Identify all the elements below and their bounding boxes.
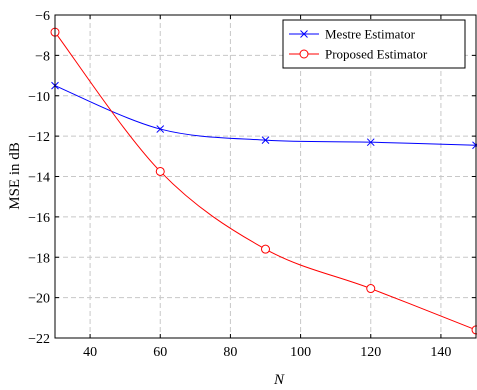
data-point — [366, 138, 375, 147]
series-1 — [51, 81, 477, 150]
legend-box — [282, 19, 466, 69]
legend: Mestre Estimator Proposed Estimator — [282, 19, 466, 69]
grid-lines — [55, 15, 476, 338]
series-2 — [50, 27, 477, 335]
legend-label: Mestre Estimator — [325, 27, 416, 42]
y-tick-label: −16 — [28, 211, 50, 226]
legend-entry: Mestre Estimator — [289, 27, 416, 42]
legend-entry: Proposed Estimator — [289, 47, 428, 62]
y-axis-label: MSE in dB — [7, 142, 23, 210]
y-tick-label: −18 — [28, 251, 50, 266]
axis-ticks: 40 60 80 100 120 140 −22 −20 −18 −16 −14 −12 −10 −8 −6 — [28, 9, 476, 360]
x-tick-label: 120 — [360, 345, 381, 360]
y-tick-label: −20 — [28, 292, 50, 307]
data-point — [156, 125, 165, 133]
legend-marker — [299, 49, 309, 59]
x-tick-label: 140 — [430, 345, 451, 360]
legend-marker-stroke — [300, 30, 308, 38]
data-point — [261, 136, 270, 145]
legend-label: Proposed Estimator — [325, 47, 428, 62]
y-tick-label: −6 — [35, 9, 50, 24]
data-point — [366, 284, 376, 294]
data-point-stroke — [156, 125, 165, 133]
legend-marker — [300, 30, 308, 38]
x-tick-label: 40 — [83, 345, 97, 360]
data-point-stroke — [261, 136, 270, 145]
data-point-stroke — [366, 138, 375, 147]
series-line — [54, 31, 477, 331]
y-tick-label: −8 — [35, 49, 50, 64]
series-layer — [50, 27, 477, 335]
y-tick-label: −10 — [28, 90, 50, 105]
x-axis-label: N — [273, 372, 285, 388]
data-point — [155, 166, 165, 176]
y-tick-label: −12 — [28, 130, 50, 145]
y-tick-label: −14 — [28, 171, 50, 186]
x-tick-label: 80 — [223, 345, 237, 360]
x-tick-label: 100 — [290, 345, 311, 360]
y-tick-label: −22 — [28, 332, 50, 347]
data-point — [261, 244, 270, 254]
x-tick-label: 60 — [153, 345, 167, 360]
